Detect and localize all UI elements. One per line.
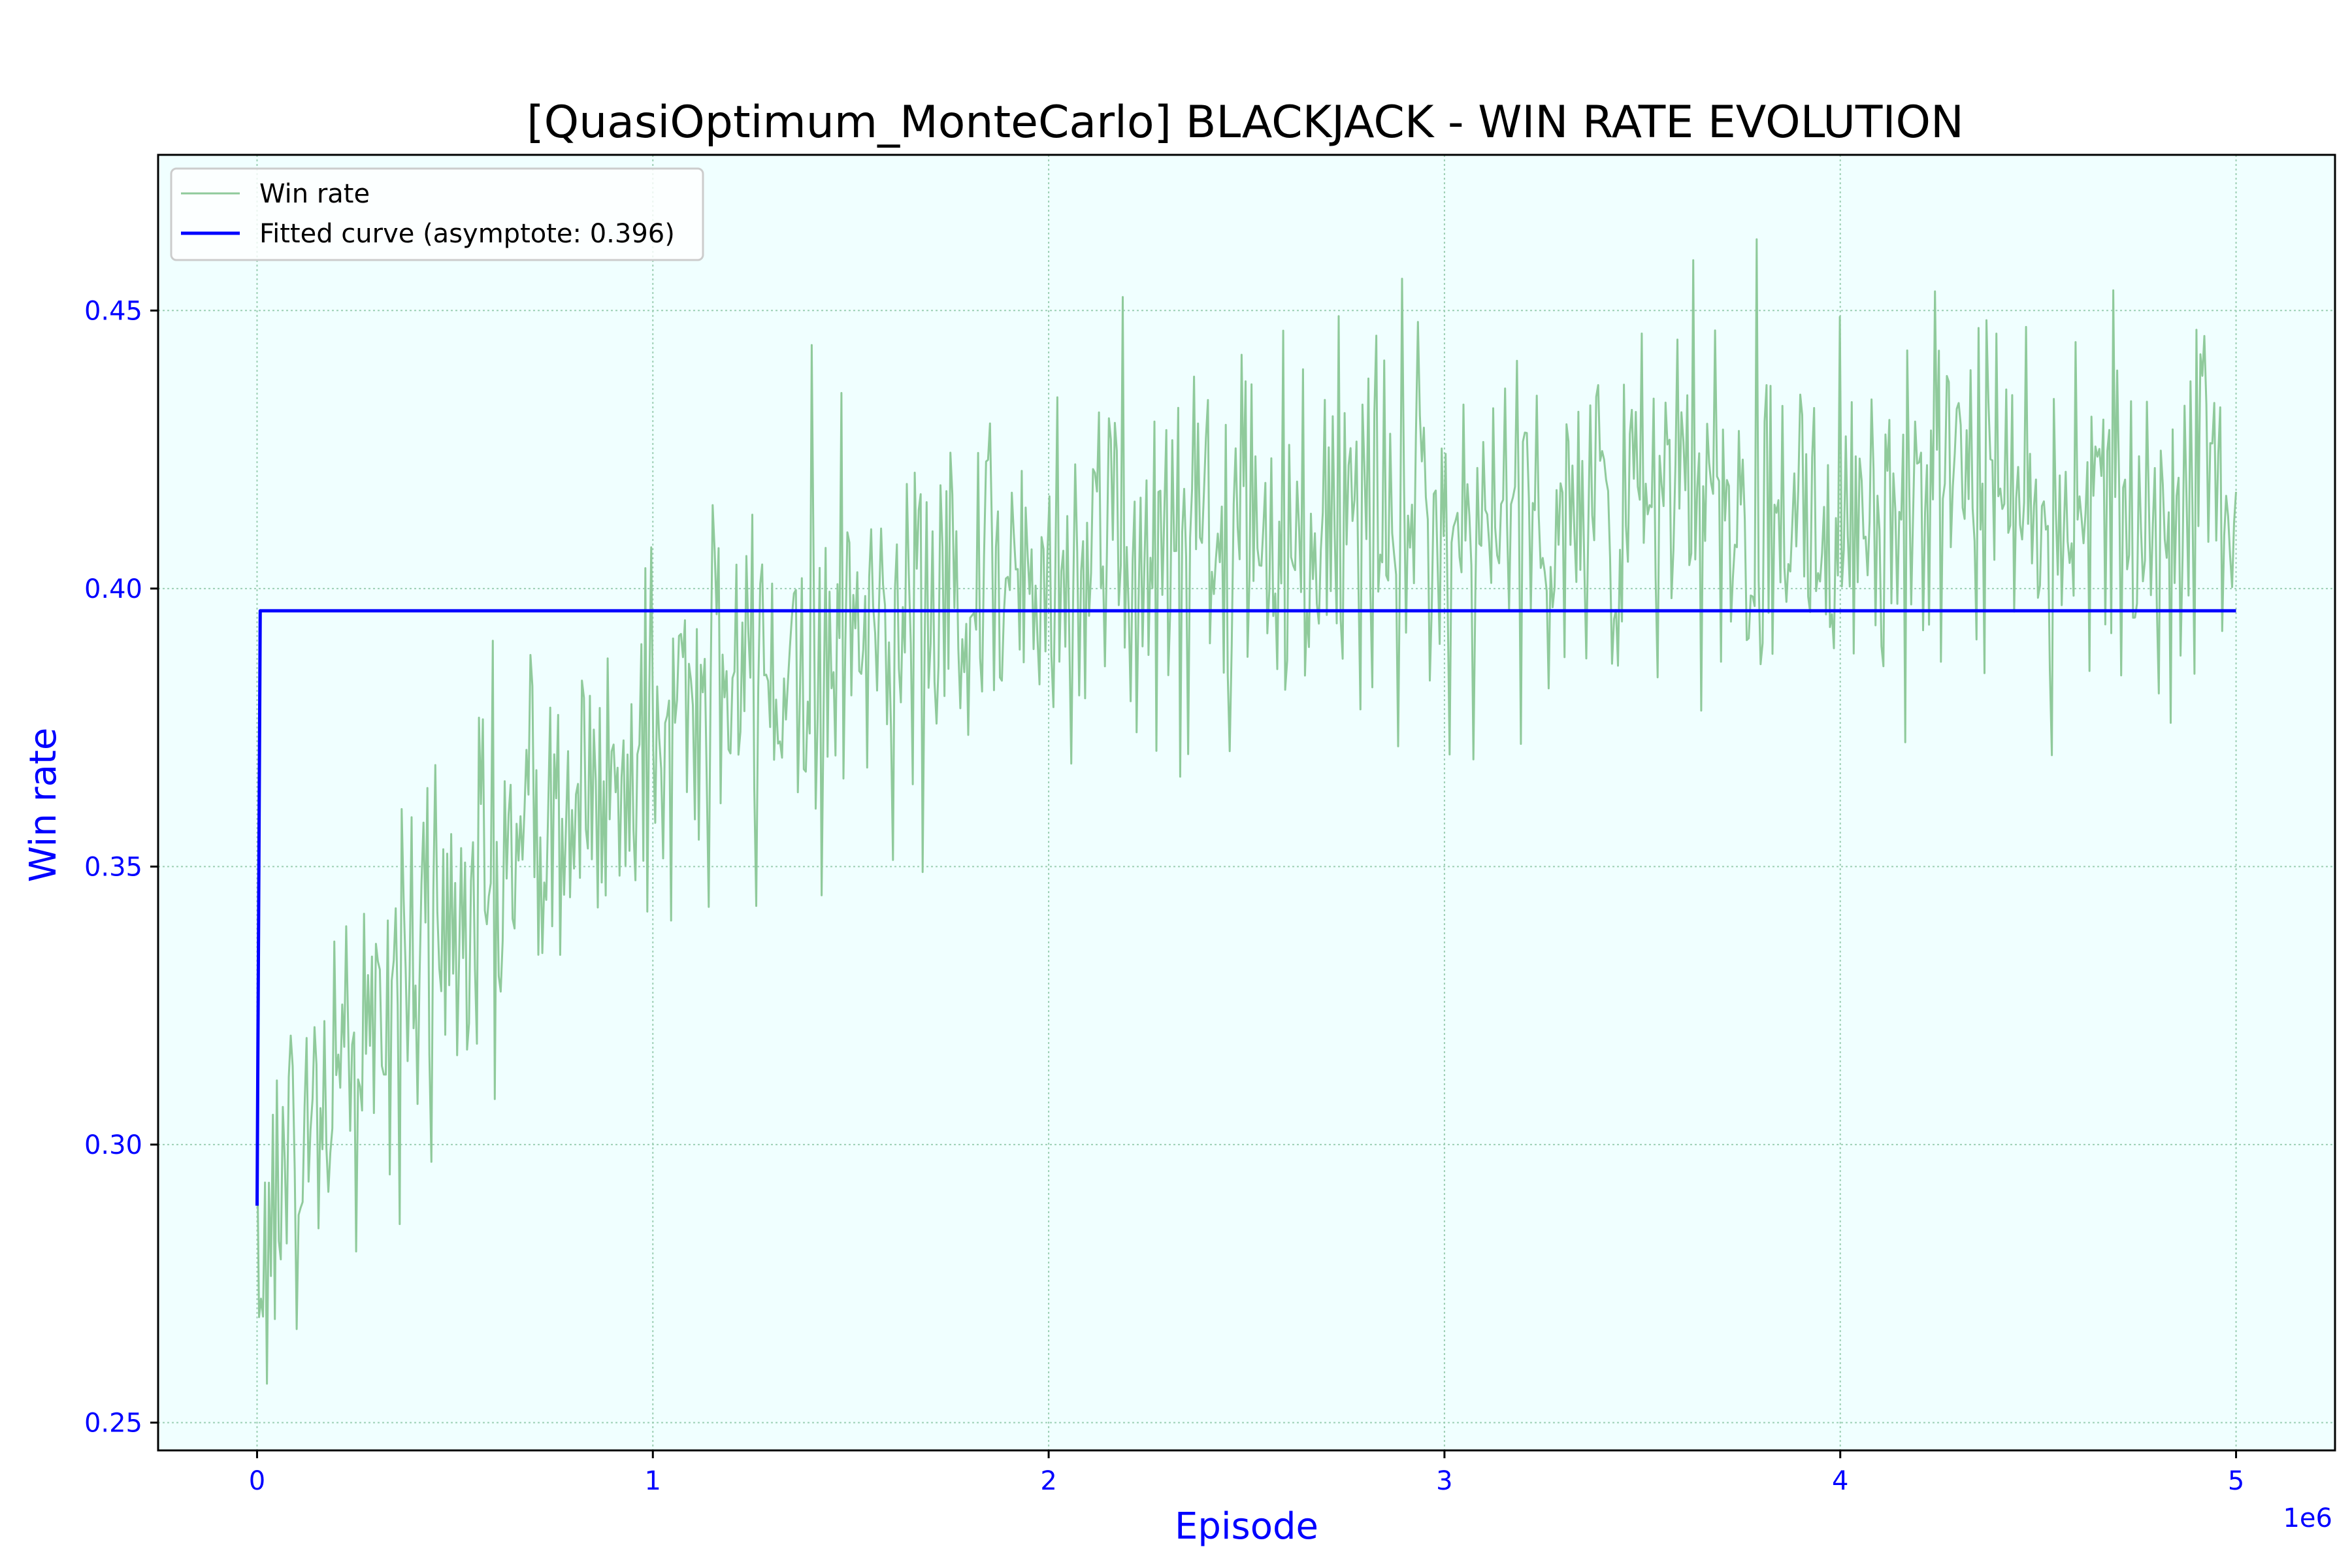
grid-lines bbox=[158, 155, 2335, 1450]
legend: Win rate Fitted curve (asymptote: 0.396) bbox=[170, 167, 704, 261]
y-tick-label: 0.40 bbox=[84, 574, 142, 604]
legend-label-fitted-curve: Fitted curve (asymptote: 0.396) bbox=[259, 219, 675, 249]
y-tick-label: 0.30 bbox=[84, 1130, 142, 1160]
plot-area-background bbox=[158, 155, 2335, 1450]
y-tick-label: 0.45 bbox=[84, 296, 142, 326]
legend-label-win-rate: Win rate bbox=[259, 179, 370, 209]
x-tick-label: 1 bbox=[645, 1466, 661, 1496]
legend-box bbox=[170, 167, 704, 261]
series-layer bbox=[255, 238, 2237, 1385]
x-axis-offset-label: 1e6 bbox=[2283, 1503, 2332, 1533]
x-tick-label: 2 bbox=[1040, 1466, 1056, 1496]
chart-title: [QuasiOptimum_MonteCarlo] BLACKJACK - WI… bbox=[527, 97, 1964, 148]
x-tick-label: 0 bbox=[249, 1466, 265, 1496]
x-tick-label: 5 bbox=[2228, 1466, 2244, 1496]
series-line-win-rate bbox=[256, 238, 2237, 1385]
x-axis-label: Episode bbox=[1175, 1505, 1318, 1548]
x-tick-label: 4 bbox=[1832, 1466, 1848, 1496]
series-line-fitted-curve bbox=[255, 609, 2236, 1206]
plot-frame bbox=[157, 154, 2336, 1452]
x-axis-ticks: 0 1 2 3 4 5 bbox=[249, 1450, 2244, 1496]
y-tick-label: 0.35 bbox=[84, 852, 142, 882]
y-axis-ticks: 0.25 0.30 0.35 0.40 0.45 bbox=[84, 296, 158, 1438]
x-tick-label: 3 bbox=[1436, 1466, 1452, 1496]
y-axis-label: Win rate bbox=[22, 728, 65, 883]
y-tick-label: 0.25 bbox=[84, 1408, 142, 1438]
